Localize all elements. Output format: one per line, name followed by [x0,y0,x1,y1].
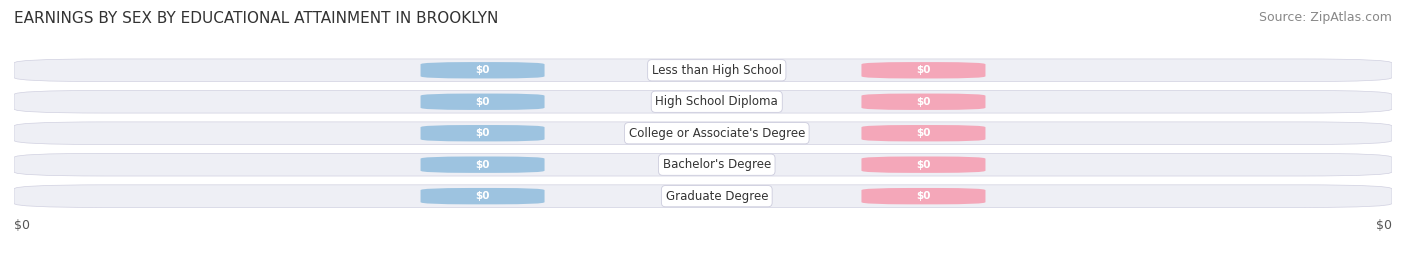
FancyBboxPatch shape [862,94,986,110]
Text: Bachelor's Degree: Bachelor's Degree [662,158,770,171]
FancyBboxPatch shape [862,62,986,79]
FancyBboxPatch shape [420,188,544,204]
Text: College or Associate's Degree: College or Associate's Degree [628,127,806,140]
Text: $0: $0 [917,65,931,75]
Text: $0: $0 [475,160,489,170]
Text: $0: $0 [917,191,931,201]
Text: Source: ZipAtlas.com: Source: ZipAtlas.com [1258,11,1392,24]
FancyBboxPatch shape [862,125,986,142]
Text: $0: $0 [475,191,489,201]
FancyBboxPatch shape [862,157,986,173]
FancyBboxPatch shape [14,90,1392,113]
Text: High School Diploma: High School Diploma [655,95,778,108]
FancyBboxPatch shape [420,157,544,173]
FancyBboxPatch shape [420,62,544,79]
Text: $0: $0 [1376,219,1392,232]
Text: $0: $0 [14,219,30,232]
FancyBboxPatch shape [14,59,1392,81]
FancyBboxPatch shape [420,94,544,110]
Text: Graduate Degree: Graduate Degree [665,190,768,203]
Text: $0: $0 [475,128,489,138]
Text: $0: $0 [475,97,489,107]
Text: $0: $0 [917,97,931,107]
Text: $0: $0 [475,65,489,75]
FancyBboxPatch shape [14,153,1392,176]
Text: EARNINGS BY SEX BY EDUCATIONAL ATTAINMENT IN BROOKLYN: EARNINGS BY SEX BY EDUCATIONAL ATTAINMEN… [14,11,499,26]
Text: Less than High School: Less than High School [652,64,782,77]
FancyBboxPatch shape [420,125,544,142]
Text: $0: $0 [917,128,931,138]
Text: $0: $0 [917,160,931,170]
FancyBboxPatch shape [14,122,1392,144]
FancyBboxPatch shape [862,188,986,204]
FancyBboxPatch shape [14,185,1392,207]
